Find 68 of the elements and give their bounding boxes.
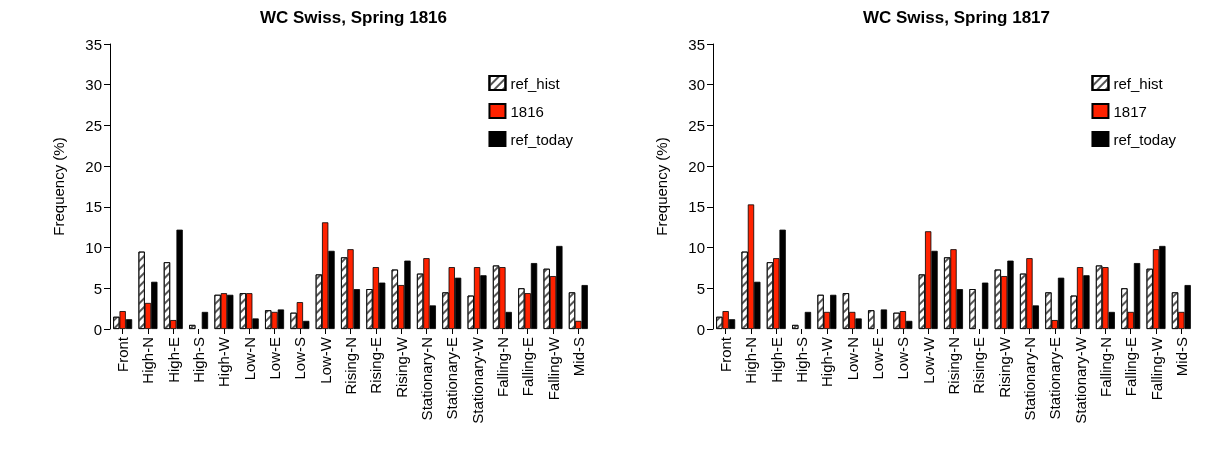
x-tick-label: Low-N bbox=[240, 337, 258, 381]
x-tick-label: Rising-N bbox=[945, 337, 962, 395]
x-tick-label: Falling-W bbox=[1147, 336, 1165, 401]
y-tick-label: 30 bbox=[688, 76, 705, 94]
y-tick-label: 35 bbox=[85, 35, 102, 53]
y-tick-label: 25 bbox=[688, 116, 705, 134]
x-tick-label: Stationary-W bbox=[1071, 336, 1089, 424]
bar bbox=[201, 311, 209, 329]
bar bbox=[880, 309, 888, 329]
x-tick-label: Front bbox=[717, 336, 735, 373]
y-tick-label: 10 bbox=[85, 239, 102, 257]
x-tick-label: Stationary-E bbox=[443, 337, 461, 420]
x-tick-label: Low-W bbox=[919, 336, 937, 384]
x-tick-label: Low-N bbox=[843, 337, 861, 381]
x-tick-label: Front bbox=[114, 336, 132, 373]
y-tick-label: 0 bbox=[93, 320, 102, 338]
x-tick-label: Mid-S bbox=[1172, 337, 1190, 377]
y-tick-label: 5 bbox=[696, 279, 705, 297]
x-tick-label: Falling-W bbox=[544, 336, 562, 401]
x-tick-label: Rising-W bbox=[392, 336, 410, 398]
x-tick-label: Falling-N bbox=[1096, 337, 1114, 398]
x-tick-label: High-S bbox=[190, 337, 208, 383]
x-tick-label: High-S bbox=[793, 337, 811, 383]
x-tick-label: Rising-E bbox=[367, 337, 385, 394]
bar bbox=[804, 311, 812, 329]
x-tick-label: Stationary-N bbox=[1020, 337, 1038, 421]
x-tick-label: Mid-S bbox=[569, 337, 587, 377]
x-tick-label: High-E bbox=[767, 337, 785, 383]
chart-title: WC Swiss, Spring 1817 bbox=[862, 8, 1051, 27]
x-tick-label: Low-S bbox=[894, 337, 912, 380]
y-tick-label: 15 bbox=[85, 198, 102, 216]
bar bbox=[981, 282, 989, 329]
x-tick-label: High-N bbox=[139, 337, 157, 384]
x-tick-label: Low-E bbox=[266, 337, 284, 380]
x-tick-label: Stationary-N bbox=[417, 337, 435, 421]
y-tick-label: 15 bbox=[688, 198, 705, 216]
x-tick-label: Stationary-E bbox=[1046, 337, 1064, 420]
legend-label: ref_today bbox=[510, 130, 574, 148]
x-tick-label: Low-W bbox=[316, 336, 334, 384]
y-tick-label: 5 bbox=[93, 279, 102, 297]
x-tick-label: Falling-N bbox=[493, 337, 511, 398]
chart-title: WC Swiss, Spring 1816 bbox=[259, 8, 448, 27]
legend-label: ref_hist bbox=[1113, 74, 1164, 92]
y-tick-label: 20 bbox=[85, 157, 102, 175]
y-axis-title: Frequency (%) bbox=[50, 137, 67, 236]
y-tick-label: 20 bbox=[688, 157, 705, 175]
x-tick-label: Falling-E bbox=[1122, 337, 1140, 397]
x-tick-label: Rising-W bbox=[995, 336, 1013, 398]
x-tick-label: Stationary-W bbox=[468, 336, 486, 424]
x-tick-label: High-W bbox=[818, 336, 836, 388]
x-tick-label: High-N bbox=[742, 337, 760, 384]
y-tick-label: 10 bbox=[688, 239, 705, 257]
legend-label: 1817 bbox=[1113, 102, 1147, 120]
legend-label: ref_today bbox=[1113, 130, 1177, 148]
x-tick-label: High-W bbox=[215, 336, 233, 388]
x-tick-label: Low-E bbox=[869, 337, 887, 380]
y-axis-title: Frequency (%) bbox=[653, 137, 670, 236]
x-tick-label: Rising-N bbox=[342, 337, 359, 395]
legend-label: ref_hist bbox=[510, 74, 561, 92]
x-tick-label: Falling-E bbox=[519, 337, 537, 397]
y-tick-label: 0 bbox=[696, 320, 705, 338]
y-tick-label: 25 bbox=[85, 116, 102, 134]
x-tick-label: Low-S bbox=[291, 337, 309, 380]
x-tick-label: High-E bbox=[164, 337, 182, 383]
y-tick-label: 30 bbox=[85, 76, 102, 94]
y-tick-label: 35 bbox=[688, 35, 705, 53]
x-tick-label: Rising-E bbox=[970, 337, 988, 394]
legend-label: 1816 bbox=[510, 102, 544, 120]
